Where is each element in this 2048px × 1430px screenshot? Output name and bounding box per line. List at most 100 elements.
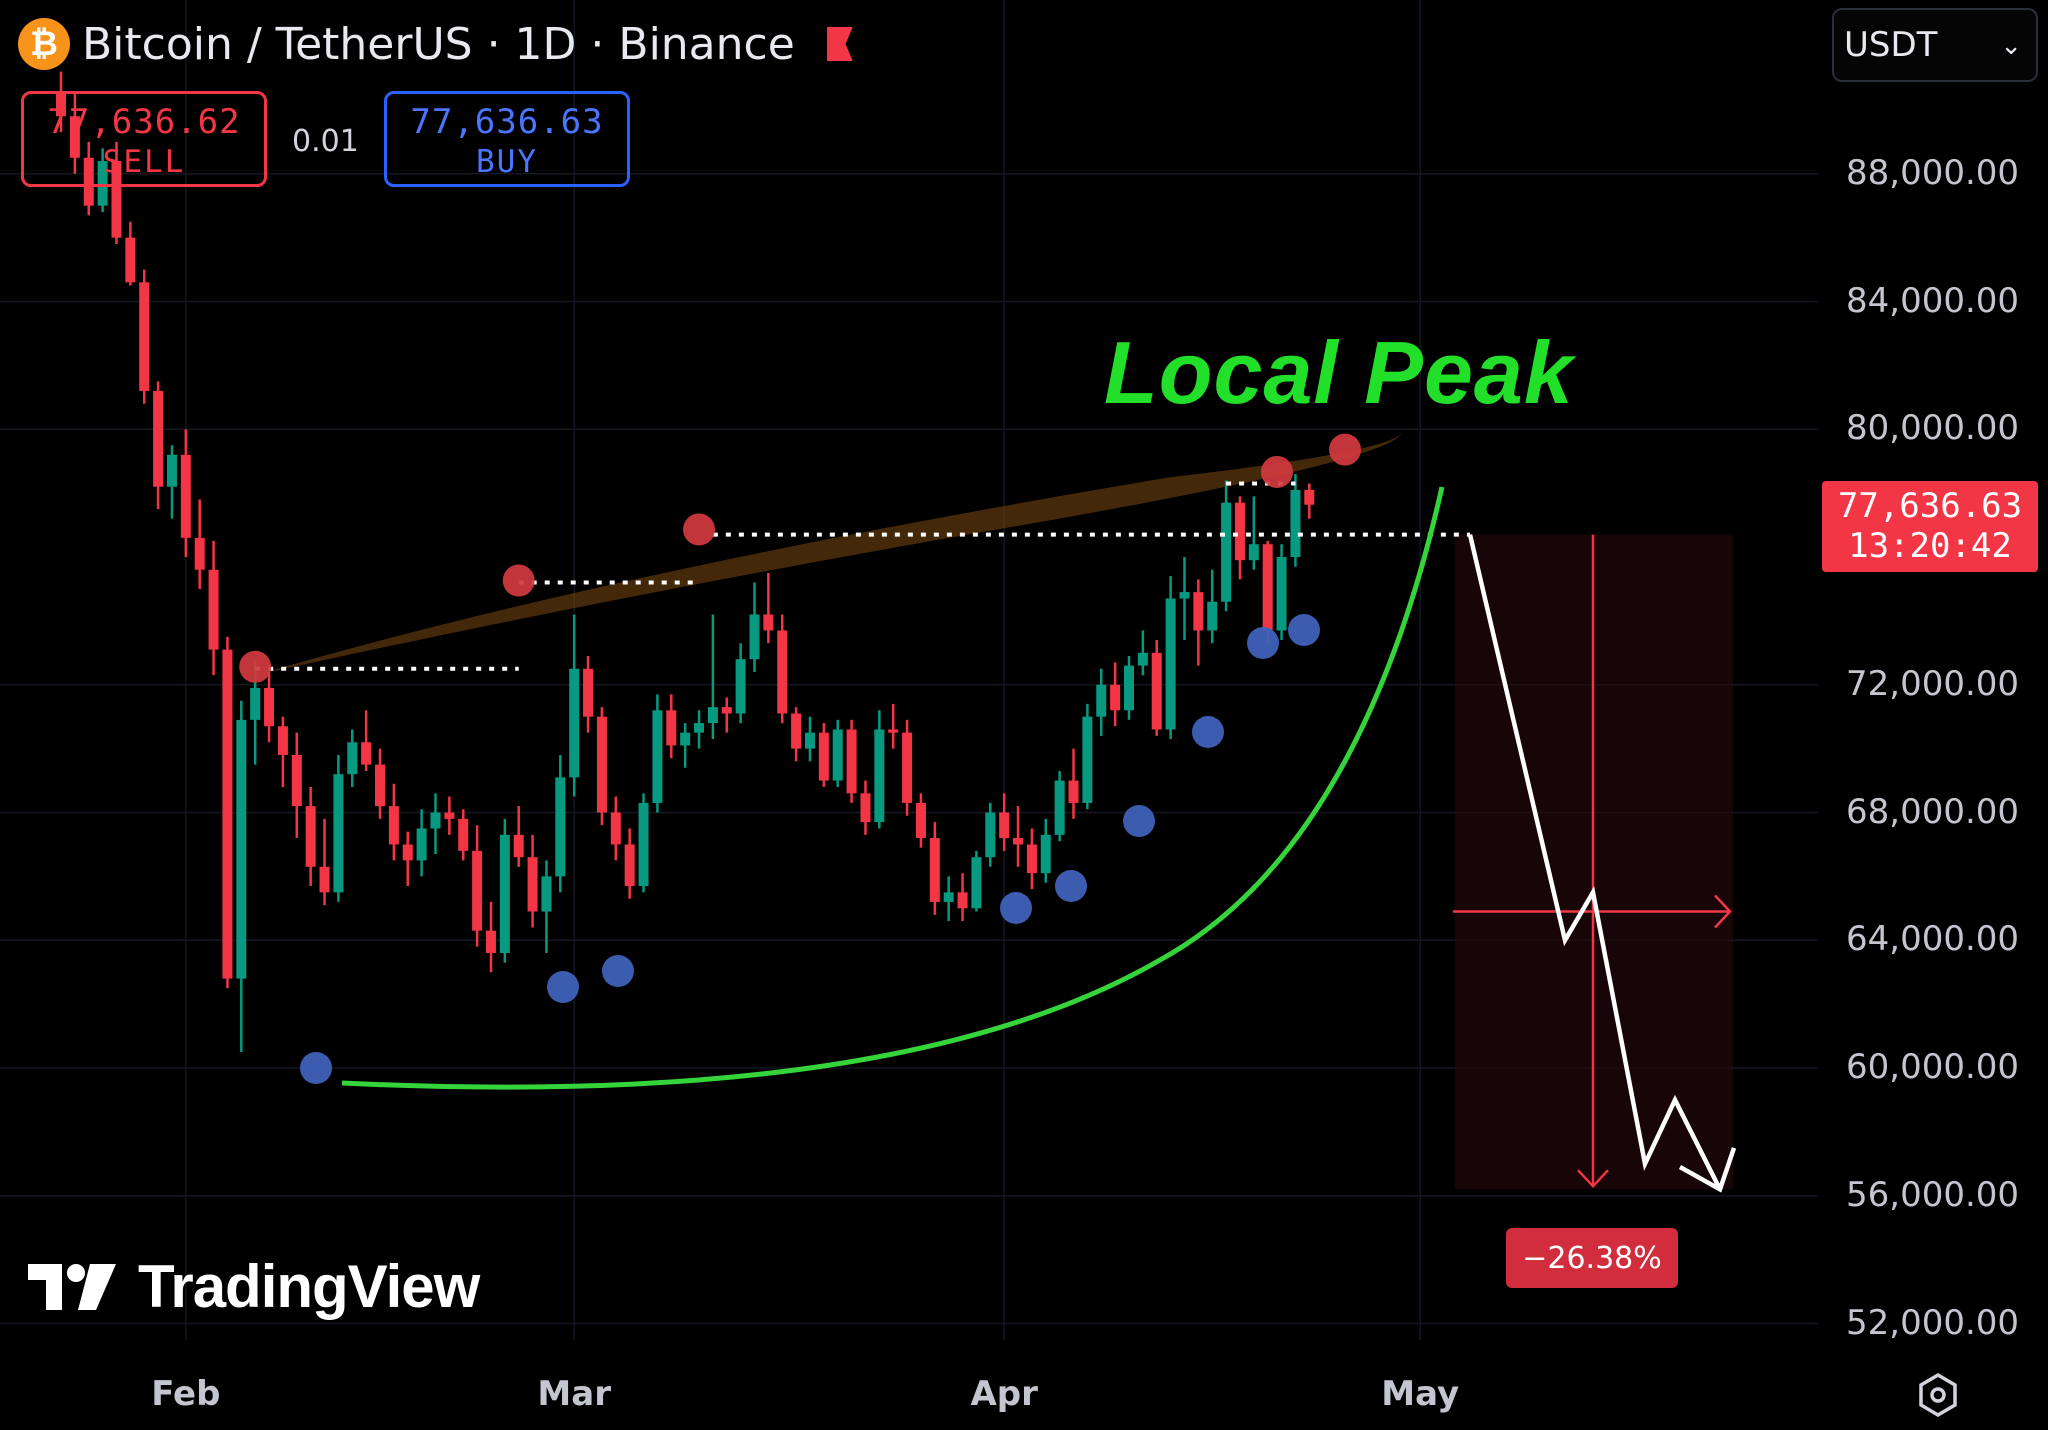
candle bbox=[416, 809, 427, 877]
candle bbox=[1276, 544, 1287, 641]
candle-body bbox=[361, 742, 372, 765]
candle bbox=[1290, 473, 1301, 567]
buy-label: BUY bbox=[476, 144, 538, 180]
candle bbox=[707, 614, 718, 740]
candle-body bbox=[1221, 502, 1232, 602]
candle bbox=[929, 822, 940, 915]
candle bbox=[291, 732, 302, 839]
candle bbox=[430, 793, 441, 855]
candle-body bbox=[1110, 684, 1121, 711]
currency-value: USDT bbox=[1844, 25, 1938, 65]
candle bbox=[694, 710, 705, 749]
candle-body bbox=[804, 732, 815, 749]
candle-body bbox=[818, 732, 829, 781]
last-price-tag: 77,636.63 13:20:42 bbox=[1822, 481, 2038, 572]
candle bbox=[208, 541, 219, 676]
symbol-title[interactable]: Bitcoin / TetherUS · 1D · Binance bbox=[82, 18, 795, 70]
swing-high-marker bbox=[502, 564, 535, 597]
buy-button[interactable]: 77,636.63 BUY bbox=[384, 91, 630, 187]
candle-body bbox=[1179, 592, 1190, 599]
candle-body bbox=[1026, 844, 1037, 874]
candle-body bbox=[874, 729, 885, 823]
last-price: 77,636.63 bbox=[1837, 486, 2023, 526]
candle bbox=[166, 445, 177, 519]
candle bbox=[375, 748, 386, 819]
candle-body bbox=[555, 777, 566, 877]
candle-body bbox=[1304, 489, 1315, 505]
candle bbox=[555, 755, 566, 893]
candle bbox=[153, 381, 164, 510]
measure-arrowhead bbox=[1714, 894, 1732, 929]
candle-body bbox=[1013, 838, 1024, 845]
candle bbox=[915, 793, 926, 848]
candle bbox=[402, 831, 413, 886]
price-tick-label: 56,000.00 bbox=[1846, 1174, 2020, 1215]
candle bbox=[485, 901, 496, 973]
candle bbox=[1068, 748, 1079, 819]
candle-body bbox=[1040, 834, 1051, 874]
projection-percent-tag: −26.38% bbox=[1506, 1228, 1678, 1288]
candle bbox=[1082, 703, 1093, 810]
candle-body bbox=[264, 687, 275, 727]
projection-arrowhead bbox=[1678, 1147, 1737, 1193]
swing-low-marker bbox=[1000, 892, 1032, 924]
candle-body bbox=[707, 707, 718, 724]
swing-low-marker bbox=[1192, 716, 1224, 748]
candle-body bbox=[83, 157, 94, 206]
candle-body bbox=[1137, 652, 1148, 666]
candle bbox=[735, 643, 746, 724]
candle bbox=[444, 796, 455, 835]
candle bbox=[777, 614, 788, 724]
candle-body bbox=[444, 812, 455, 819]
candle-body bbox=[929, 838, 940, 902]
channel-band bbox=[255, 432, 1403, 676]
candle-body bbox=[1234, 502, 1245, 561]
candle bbox=[180, 429, 191, 557]
sell-button[interactable]: 77,636.62 SELL bbox=[21, 91, 267, 187]
swing-low-marker bbox=[1247, 627, 1279, 659]
candle bbox=[999, 793, 1010, 851]
candle-body bbox=[846, 729, 857, 794]
candle bbox=[985, 802, 996, 867]
candle-body bbox=[485, 930, 496, 954]
candle-body bbox=[513, 834, 524, 858]
candle-body bbox=[1290, 489, 1301, 557]
candle-body bbox=[902, 732, 913, 803]
candle bbox=[513, 806, 524, 867]
candle bbox=[763, 572, 774, 644]
candle bbox=[236, 700, 247, 1053]
candle-body bbox=[1276, 557, 1287, 631]
candle bbox=[97, 148, 108, 213]
candle-body bbox=[153, 390, 164, 487]
candle bbox=[804, 716, 815, 762]
bar-countdown: 13:20:42 bbox=[1848, 526, 2012, 566]
candle bbox=[1234, 496, 1245, 580]
swing-low-marker bbox=[300, 1052, 332, 1084]
sell-label: SELL bbox=[102, 144, 186, 180]
tradingview-wordmark: TradingView bbox=[138, 1253, 480, 1320]
candle-body bbox=[957, 892, 968, 909]
candle-body bbox=[166, 454, 177, 487]
flag-icon[interactable] bbox=[826, 27, 853, 61]
candle bbox=[624, 828, 635, 899]
tradingview-brand[interactable]: TradingView bbox=[28, 1252, 480, 1321]
candle-body bbox=[541, 876, 552, 912]
currency-select[interactable]: USDT ⌄ bbox=[1832, 8, 2038, 82]
candle bbox=[652, 694, 663, 813]
candle-body bbox=[694, 723, 705, 733]
price-tick-label: 84,000.00 bbox=[1846, 280, 2020, 321]
swing-low-marker bbox=[1288, 614, 1320, 646]
candle-body bbox=[638, 802, 649, 886]
candle-body bbox=[1082, 716, 1093, 803]
settings-gear-icon[interactable] bbox=[1915, 1372, 1961, 1418]
spread-value: 0.01 bbox=[292, 124, 359, 159]
candle bbox=[333, 755, 344, 902]
swing-high-marker bbox=[683, 513, 716, 546]
candle-body bbox=[1262, 544, 1273, 631]
candle bbox=[902, 719, 913, 816]
candle-body bbox=[721, 707, 732, 714]
candle-body bbox=[1096, 684, 1107, 717]
candle-body bbox=[777, 630, 788, 714]
candle-body bbox=[666, 710, 677, 746]
